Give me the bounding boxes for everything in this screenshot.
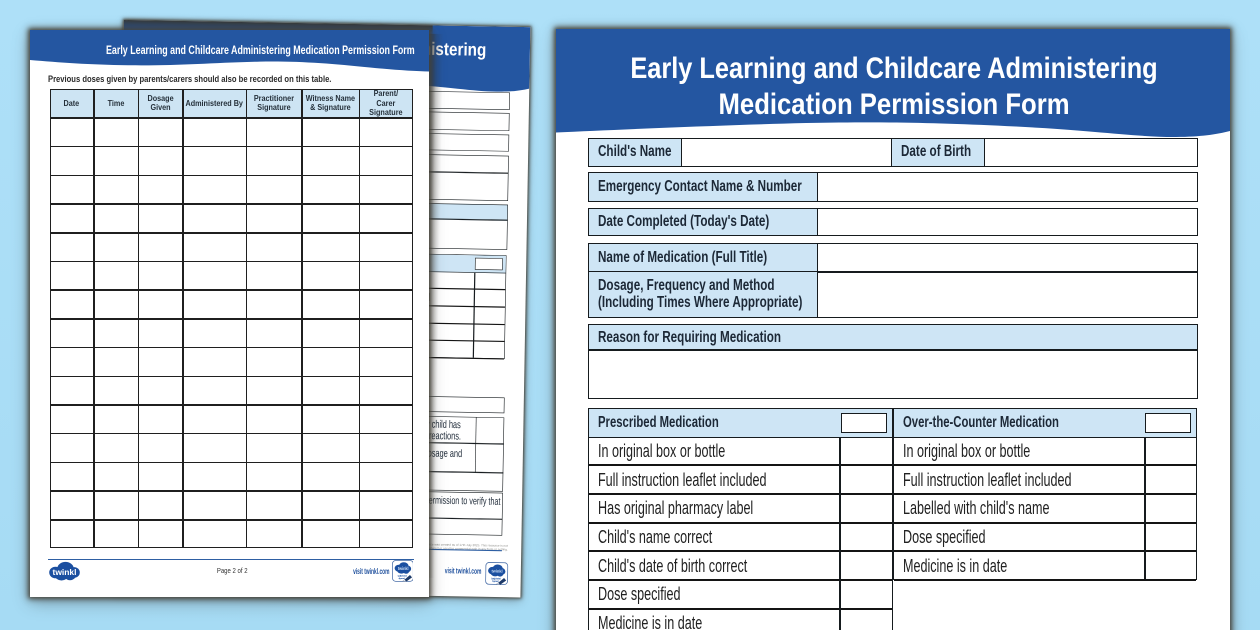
svg-text:Approved: Approved [398, 577, 405, 580]
svg-text:Approved: Approved [492, 580, 500, 583]
svg-text:twinkl: twinkl [491, 568, 502, 573]
svg-text:Quality Checked: Quality Checked [397, 575, 407, 578]
svg-text:visit twinkl.com: visit twinkl.com [353, 567, 389, 576]
svg-text:twinkl: twinkl [397, 566, 408, 571]
svg-text:Quality Checked: Quality Checked [491, 577, 502, 580]
svg-text:twinkl: twinkl [53, 568, 77, 577]
